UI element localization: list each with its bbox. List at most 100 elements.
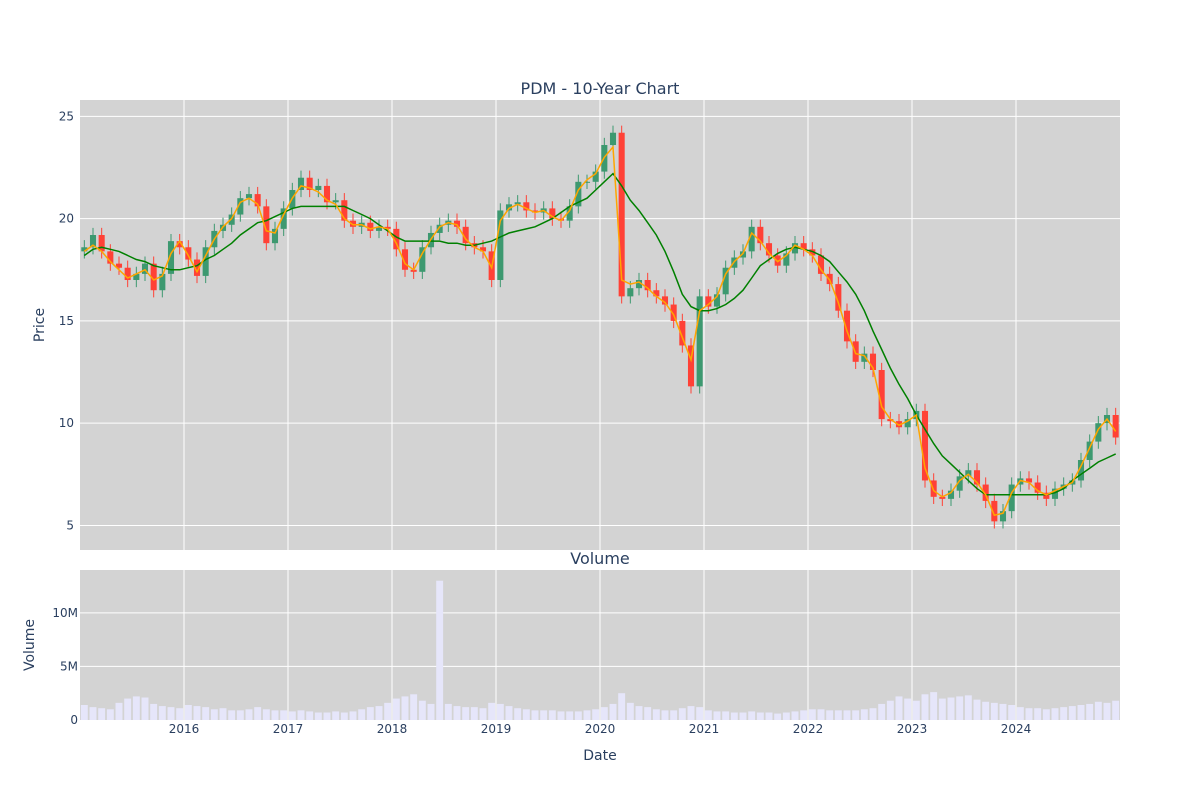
- volume-bar: [444, 703, 452, 720]
- candle-body: [306, 177, 313, 190]
- candle-body: [965, 470, 972, 477]
- candle-body: [453, 220, 461, 227]
- candle-body: [800, 243, 807, 250]
- candle-body: [98, 235, 105, 252]
- candle-body: [436, 224, 443, 233]
- candle-body: [1095, 423, 1102, 442]
- volume-bar: [566, 711, 574, 720]
- candle-body: [670, 304, 677, 321]
- candle-body: [1043, 492, 1050, 499]
- candle-body: [661, 296, 669, 305]
- volume-y-ticks: 0 5M 10M: [52, 606, 78, 727]
- candle-body: [991, 500, 998, 522]
- price-y-axis-label: Price: [32, 308, 48, 342]
- volume-bar: [401, 696, 409, 720]
- date-x-axis-label: Date: [583, 748, 616, 764]
- candle-body: [263, 206, 270, 244]
- candle-body: [843, 310, 851, 342]
- volume-bar: [306, 711, 314, 720]
- candle-body: [878, 370, 885, 420]
- volume-bar: [912, 700, 920, 720]
- volume-bar: [904, 698, 912, 720]
- volume-bar: [817, 709, 825, 720]
- volume-bar: [228, 710, 236, 720]
- candle-body: [271, 228, 279, 244]
- volume-bar: [1112, 700, 1120, 720]
- candle-body: [575, 181, 582, 207]
- volume-bar: [956, 696, 964, 720]
- price-y-tick-label: 10: [59, 416, 74, 430]
- volume-bar: [583, 710, 591, 720]
- candle-body: [193, 259, 201, 276]
- candle-body: [705, 296, 712, 307]
- volume-bar: [514, 708, 522, 720]
- candle-body: [367, 222, 374, 231]
- volume-bar: [626, 702, 634, 720]
- volume-y-tick-label: 10M: [52, 606, 78, 620]
- volume-bar: [652, 709, 660, 720]
- candle-body: [869, 353, 877, 370]
- candle-body: [722, 267, 729, 295]
- volume-bar: [696, 707, 704, 720]
- date-x-ticks: 2016 2017 2018 2019 2020 2021 2022 2023 2024: [169, 722, 1032, 736]
- volume-chart-title: Volume: [570, 549, 630, 568]
- candle-body: [765, 243, 773, 256]
- candle-body: [635, 280, 643, 289]
- candle-body: [167, 241, 175, 274]
- volume-bar: [635, 706, 643, 720]
- x-tick-label: 2020: [585, 722, 616, 736]
- candle-body: [1034, 482, 1041, 493]
- candle-body: [89, 235, 97, 248]
- price-y-tick-label: 5: [66, 518, 74, 532]
- volume-bar: [722, 711, 730, 720]
- volume-bar: [124, 698, 132, 720]
- volume-bar: [557, 711, 565, 720]
- candle-body: [185, 247, 192, 260]
- volume-bar: [150, 703, 158, 720]
- volume-bar: [531, 710, 539, 720]
- candle-body: [384, 226, 391, 229]
- volume-bar: [661, 710, 669, 720]
- volume-bar: [678, 708, 686, 720]
- volume-bar: [366, 707, 374, 720]
- volume-bar: [670, 710, 678, 720]
- volume-bar: [852, 710, 860, 720]
- x-tick-label: 2021: [689, 722, 720, 736]
- volume-bar: [1008, 705, 1016, 720]
- candle-body: [514, 202, 521, 205]
- volume-y-tick-label: 5M: [60, 659, 78, 673]
- candle-body: [921, 410, 929, 481]
- candle-body: [653, 290, 660, 297]
- candle-body: [497, 210, 504, 280]
- volume-bar: [496, 703, 504, 720]
- volume-bar: [271, 710, 279, 720]
- volume-bar: [1025, 708, 1033, 720]
- candle-body: [783, 253, 790, 266]
- moving-average-short-line: [83, 145, 1117, 517]
- candle-body: [1025, 478, 1033, 483]
- volume-bar: [297, 710, 305, 720]
- x-tick-label: 2023: [897, 722, 928, 736]
- candle-body: [462, 226, 469, 244]
- volume-bar: [1060, 707, 1068, 720]
- volume-bar: [184, 705, 192, 720]
- x-tick-label: 2016: [169, 722, 200, 736]
- volume-bar: [739, 712, 747, 720]
- candle-body: [947, 490, 955, 499]
- volume-bar: [141, 697, 149, 720]
- volume-y-axis-label: Volume: [22, 619, 38, 671]
- candle-body: [141, 263, 149, 274]
- volume-bar: [358, 709, 366, 720]
- volume-bar: [1094, 701, 1102, 720]
- volume-bar: [505, 706, 513, 720]
- volume-bar: [618, 693, 626, 720]
- candle-body: [133, 273, 140, 280]
- volume-bar: [1051, 708, 1059, 720]
- price-y-tick-label: 15: [59, 314, 74, 328]
- volume-bar: [332, 711, 340, 720]
- candle-body: [410, 269, 417, 272]
- candle-body: [609, 132, 617, 145]
- volume-bar: [1034, 708, 1042, 720]
- candle-body: [479, 247, 487, 252]
- volume-bar: [973, 699, 981, 720]
